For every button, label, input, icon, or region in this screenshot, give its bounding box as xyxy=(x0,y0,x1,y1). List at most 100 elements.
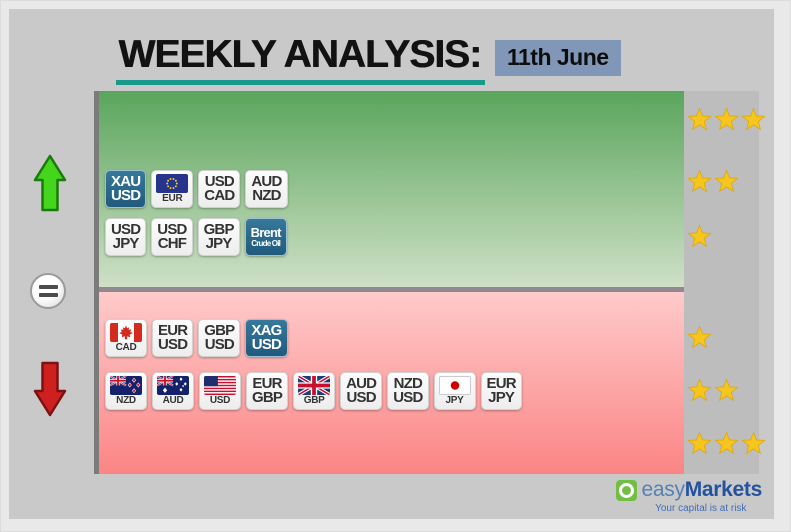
badge-line2: GBP xyxy=(252,389,283,406)
star-icon xyxy=(741,430,766,456)
flag-badge-gbp: GBP xyxy=(293,372,336,410)
header: WEEKLY ANALYSIS: 11th June xyxy=(9,35,728,85)
badge-line2: JPY xyxy=(112,235,140,252)
badge-line2: NZD xyxy=(252,187,281,204)
pair-badge-nzd-usd: NZD USD xyxy=(387,372,429,410)
star-icon xyxy=(741,106,766,132)
flag-badge-label: GBP xyxy=(303,395,325,406)
easymarkets-logo-icon xyxy=(615,479,637,501)
bearish-down-arrow-icon xyxy=(33,361,67,417)
badge-line2: USD xyxy=(204,336,235,353)
pair-badge-aud-nzd: AUD NZD xyxy=(245,170,288,208)
badge-line2: USD xyxy=(393,389,423,406)
jpy-flag-icon xyxy=(438,376,471,395)
badge-line1: Brent xyxy=(250,225,282,240)
badge-line1: EUR xyxy=(486,375,517,392)
sentiment-legend xyxy=(9,91,95,474)
flag-badge-jpy: JPY xyxy=(433,372,476,410)
pair-badge-aud-usd: AUD USD xyxy=(340,372,383,410)
flag-badge-label: AUD xyxy=(162,395,184,406)
flag-badge-nzd: NZD xyxy=(105,372,147,410)
rating-1-star-bearish xyxy=(687,323,712,351)
bullish-row-2-stars: XAU USD EUR USD CAD AUD NZD xyxy=(105,170,288,208)
rating-column xyxy=(684,91,766,474)
bullish-zone xyxy=(99,91,684,287)
zone-divider xyxy=(99,287,684,292)
star-icon xyxy=(714,106,739,132)
star-icon xyxy=(687,168,712,194)
star-icon xyxy=(687,106,712,132)
canvas: WEEKLY ANALYSIS: 11th June XAU USD EUR USD C… xyxy=(9,9,774,519)
star-icon xyxy=(714,168,739,194)
pair-badge-usd-cad: USD CAD xyxy=(198,170,241,208)
instrument-badge-xau-usd: XAU USD xyxy=(105,170,147,208)
badge-line2: CAD xyxy=(204,187,235,204)
bearish-row-1-star: CAD EUR USD GBP USD XAG USD xyxy=(105,319,288,357)
nzd-flag-icon xyxy=(109,375,142,395)
rating-3-stars-bullish xyxy=(687,105,766,133)
gbp-flag-icon xyxy=(297,374,332,397)
instrument-badge-xag-usd: XAG USD xyxy=(245,319,288,357)
flag-badge-label: NZD xyxy=(116,395,136,406)
pair-badge-usd-chf: USD CHF xyxy=(151,218,193,256)
badge-line2: USD xyxy=(346,389,377,406)
star-icon xyxy=(714,377,739,403)
star-icon xyxy=(687,223,712,249)
badge-line2: USD xyxy=(251,336,282,353)
rating-2-stars-bullish xyxy=(687,167,739,195)
risk-disclaimer: Your capital is at risk xyxy=(655,503,747,514)
star-icon xyxy=(687,377,712,403)
flag-badge-label: JPY xyxy=(445,395,464,406)
flag-badge-aud: AUD xyxy=(152,372,194,410)
pair-badge-gbp-jpy: GBP JPY xyxy=(197,218,240,256)
badge-line2: CHF xyxy=(157,235,187,252)
badge-line1: NZD xyxy=(393,375,423,392)
flag-badge-cad: CAD xyxy=(105,319,147,357)
badge-line2: USD xyxy=(111,187,141,204)
badge-line1: AUD xyxy=(346,375,377,392)
star-icon xyxy=(687,324,712,350)
badge-line1: XAU xyxy=(111,173,141,190)
bearish-row-2-stars: NZD AUD USD EUR GBP GBP AUD USD NZD USD JPY EUR JPY xyxy=(105,372,522,410)
usd-flag-icon xyxy=(204,376,236,396)
badge-line1: USD xyxy=(204,173,235,190)
rating-2-stars-bearish xyxy=(687,376,739,404)
pair-badge-eur-jpy: EUR JPY xyxy=(480,372,522,410)
rating-1-star-bullish xyxy=(687,222,712,250)
pair-badge-eur-usd: EUR USD xyxy=(152,319,194,357)
badge-line2: JPY xyxy=(205,235,233,252)
bullish-row-1-star: USD JPY USD CHF GBP JPY Brent Crude Oil xyxy=(105,218,287,256)
chart-shadow xyxy=(94,91,99,474)
pair-badge-usd-jpy: USD JPY xyxy=(105,218,147,256)
badge-line1: USD xyxy=(157,221,187,238)
sentiment-chart: XAU USD EUR USD CAD AUD NZD USD JPY USD CHF GBP JPY… xyxy=(99,91,684,474)
badge-line2: USD xyxy=(158,336,188,353)
star-icon xyxy=(714,430,739,456)
cad-flag-icon xyxy=(110,323,142,342)
badge-line1: GBP xyxy=(204,322,235,339)
brand-footer: easyMarkets Your capital is at risk xyxy=(615,478,763,514)
flag-badge-label: EUR xyxy=(162,193,183,204)
brand-wordmark: easyMarkets xyxy=(641,478,763,501)
aud-flag-icon xyxy=(156,375,189,395)
pair-badge-eur-gbp: EUR GBP xyxy=(246,372,289,410)
page-title: WEEKLY ANALYSIS: xyxy=(116,35,485,85)
badge-line2: Crude Oil xyxy=(251,239,281,248)
badge-line1: EUR xyxy=(158,322,188,339)
badge-line2: JPY xyxy=(488,389,515,406)
date-badge: 11th June xyxy=(494,40,621,76)
bullish-up-arrow-icon xyxy=(33,154,67,212)
eur-flag-icon xyxy=(156,174,189,193)
badge-line1: USD xyxy=(111,221,141,238)
badge-line1: XAG xyxy=(251,322,282,339)
pair-badge-gbp-usd: GBP USD xyxy=(198,319,241,357)
badge-line1: GBP xyxy=(203,221,235,238)
badge-line1: AUD xyxy=(251,173,282,190)
instrument-badge-brent-crude-oil: Brent Crude Oil xyxy=(244,218,287,256)
rating-3-stars-bearish xyxy=(687,429,766,457)
star-icon xyxy=(687,430,712,456)
badge-line1: EUR xyxy=(252,375,282,392)
flag-badge-usd: USD xyxy=(199,372,241,410)
flag-badge-label: USD xyxy=(209,395,231,406)
